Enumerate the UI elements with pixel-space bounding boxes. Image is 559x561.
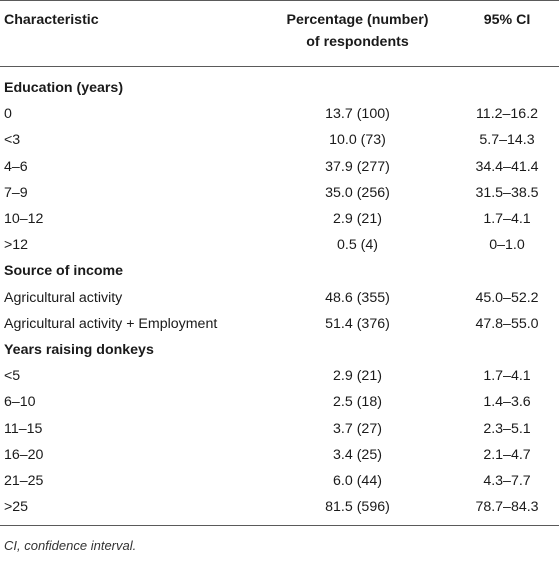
table-row: 4–6 37.9 (277) 34.4–41.4 (0, 154, 559, 180)
header-bottom-rule (0, 66, 559, 67)
row-ci: 2.1–4.7 (483, 446, 531, 463)
row-percentage: 81.5 (596) (325, 499, 390, 516)
row-characteristic: Agricultural activity + Employment (4, 315, 218, 332)
row-ci: 5.7–14.3 (479, 132, 535, 149)
table-row: <5 2.9 (21) 1.7–4.1 (0, 363, 559, 389)
row-characteristic: 21–25 (4, 473, 44, 489)
header-percentage-line2: of respondents (306, 34, 409, 50)
row-percentage: 2.9 (21) (333, 211, 382, 227)
table-footnote: CI, confidence interval. (4, 538, 137, 553)
table-row: >12 0.5 (4) 0–1.0 (0, 232, 559, 258)
table-header-row: Characteristic Percentage (number) of re… (0, 7, 559, 57)
header-characteristic: Characteristic (4, 12, 99, 28)
row-ci: 78.7–84.3 (475, 499, 539, 516)
table-row: 11–15 3.7 (27) 2.3–5.1 (0, 416, 559, 442)
row-percentage: 6.0 (44) (333, 473, 382, 489)
row-ci: 4.3–7.7 (483, 473, 531, 489)
row-percentage: 2.5 (18) (333, 394, 382, 411)
row-ci: 1.7–4.1 (483, 368, 531, 385)
table-row: Agricultural activity 48.6 (355) 45.0–52.2 (0, 285, 559, 311)
row-characteristic: 16–20 (4, 446, 44, 463)
row-ci: 45.0–52.2 (475, 289, 539, 306)
row-ci: 47.8–55.0 (475, 315, 539, 332)
row-characteristic: <3 (4, 132, 21, 149)
header-ci: 95% CI (483, 12, 531, 28)
row-ci: 2.3–5.1 (483, 420, 531, 437)
table-row: <3 10.0 (73) 5.7–14.3 (0, 127, 559, 153)
table-bottom-rule (0, 525, 559, 526)
table-row: 6–10 2.5 (18) 1.4–3.6 (0, 389, 559, 415)
section-header-row: Education (years) (0, 75, 559, 101)
row-characteristic: 0 (4, 106, 12, 123)
row-characteristic: 7–9 (4, 184, 28, 201)
table-row: 0 13.7 (100) 11.2–16.2 (0, 101, 559, 127)
row-percentage: 3.4 (25) (333, 446, 382, 463)
row-ci: 1.7–4.1 (483, 211, 531, 227)
row-characteristic: 11–15 (4, 420, 43, 437)
row-characteristic: Agricultural activity (4, 289, 123, 306)
table-row: Agricultural activity + Employment 51.4 (… (0, 311, 559, 337)
row-ci: 11.2–16.2 (475, 106, 539, 123)
table-top-rule (0, 0, 559, 1)
row-ci: 0–1.0 (489, 237, 525, 254)
row-characteristic: >12 (4, 237, 29, 254)
row-percentage: 13.7 (100) (325, 106, 390, 123)
section-header-row: Source of income (0, 258, 559, 284)
row-percentage: 3.7 (27) (333, 420, 382, 437)
table-row: >25 81.5 (596) 78.7–84.3 (0, 494, 559, 520)
row-ci: 31.5–38.5 (475, 184, 539, 201)
row-percentage: 0.5 (4) (336, 237, 378, 254)
row-characteristic: 4–6 (4, 158, 28, 175)
table-row: 7–9 35.0 (256) 31.5–38.5 (0, 180, 559, 206)
table-row: 16–20 3.4 (25) 2.1–4.7 (0, 442, 559, 468)
section-title: Education (years) (4, 80, 124, 96)
row-percentage: 35.0 (256) (325, 184, 390, 201)
row-ci: 1.4–3.6 (483, 394, 531, 411)
row-percentage: 37.9 (277) (325, 158, 390, 175)
table-row: 21–25 6.0 (44) 4.3–7.7 (0, 468, 559, 494)
row-percentage: 51.4 (376) (325, 315, 390, 332)
row-percentage: 2.9 (21) (333, 368, 382, 385)
section-title: Source of income (4, 263, 124, 280)
row-characteristic: 10–12 (4, 211, 44, 227)
row-characteristic: <5 (4, 368, 21, 385)
row-percentage: 48.6 (355) (325, 289, 390, 306)
row-percentage: 10.0 (73) (329, 132, 386, 149)
row-characteristic: 6–10 (4, 394, 36, 411)
row-characteristic: >25 (4, 499, 29, 516)
section-title: Years raising donkeys (4, 342, 154, 358)
section-header-row: Years raising donkeys (0, 337, 559, 363)
header-percentage-line1: Percentage (number) (286, 12, 429, 28)
table-row: 10–12 2.9 (21) 1.7–4.1 (0, 206, 559, 232)
row-ci: 34.4–41.4 (475, 158, 539, 175)
